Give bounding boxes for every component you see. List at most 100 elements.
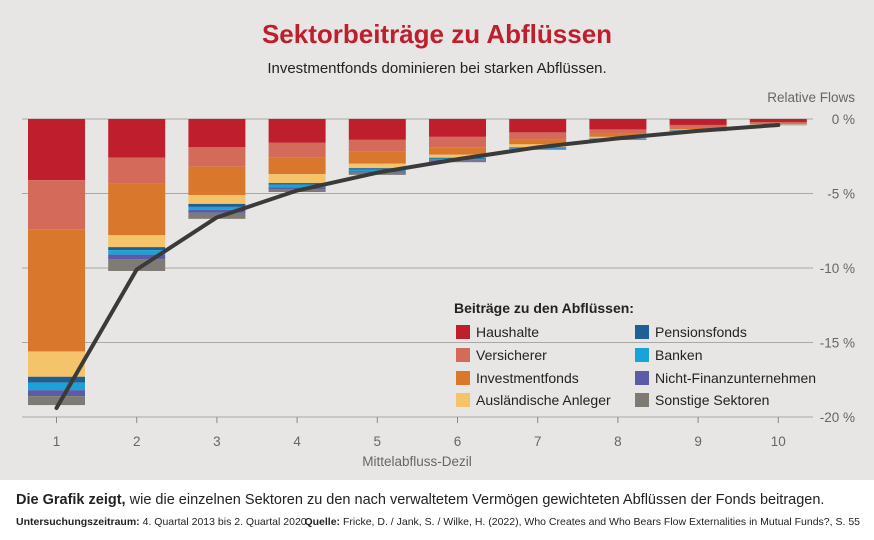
legend-entry: Sonstige Sektoren [655,392,769,408]
y-tick-labels: 0 % -5 % -10 % -15 % -20 % [820,112,855,425]
legend-swatch [635,371,649,385]
bar-segment [268,174,326,184]
legend: Beiträge zu den Abflüssen: Haushalte Pens… [454,300,816,408]
caption-lead: Die Grafik zeigt, [16,492,126,508]
x-tick-label: 5 [374,434,382,449]
bar-segment [28,390,85,397]
x-tick-label: 10 [771,434,786,449]
bar-segment [669,124,727,128]
bar-segment [188,203,246,207]
bar-segment [108,183,166,236]
bar-segment [348,119,406,140]
legend-title: Beiträge zu den Abflüssen: [454,300,634,316]
legend-entry: Ausländische Anleger [476,392,611,408]
bar-segment [28,382,85,391]
y-tick-label: 0 % [832,112,855,127]
y-tick-label: -15 % [820,336,855,351]
bar-segment [268,184,326,188]
bar-segment [429,119,486,137]
bar-segment [268,187,326,190]
chart-subtitle: Investmentfonds dominieren bei starken A… [267,60,606,77]
legend-swatch [635,325,649,339]
bar-segment [589,133,647,137]
legend-swatch [456,393,470,407]
total-flow-line [54,122,781,411]
legend-entry: Pensionsfonds [655,324,747,340]
legend-swatch [635,393,649,407]
x-tick-label: 2 [133,434,141,449]
x-tick-label: 6 [454,434,462,449]
bar-segment [268,142,326,158]
legend-entry: Investmentfonds [476,370,579,386]
bar-segment [429,147,486,155]
legend-swatch [456,371,470,385]
bar-segment [188,206,246,210]
x-tick-label: 3 [213,434,221,449]
y-axis-label: Relative Flows [767,90,855,105]
study-period: Untersuchungszeitraum: 4. Quartal 2013 b… [16,516,307,528]
legend-entry: Nicht-Finanzunternehmen [655,370,816,386]
x-tick-labels: 1 2 3 4 5 6 7 8 9 10 [53,417,786,449]
bar-segment [108,157,166,184]
bar-segment [509,119,567,133]
bar-segment [429,154,486,158]
x-tick-label: 7 [534,434,542,449]
caption: Die Grafik zeigt, wie die einzelnen Sekt… [16,492,824,508]
legend-entry: Banken [655,347,702,363]
caption-text: wie die einzelnen Sektoren zu den nach v… [125,492,825,508]
x-tick-label: 4 [293,434,301,449]
x-tick-label: 8 [614,434,622,449]
source: Quelle: Fricke, D. / Jank, S. / Wilke, H… [304,516,860,528]
bar-segment [108,259,166,271]
bar-segment [348,139,406,152]
study-period-label: Untersuchungszeitraum: [16,516,140,528]
bar-segment [268,157,326,175]
bar-segment [108,247,166,251]
bar-segment [268,183,326,185]
chart-title: Sektorbeiträge zu Abflüssen [262,19,612,49]
bar-segment [188,147,246,167]
legend-entry: Haushalte [476,324,539,340]
bar-segment [509,139,567,145]
source-value: Fricke, D. / Jank, S. / Wilke, H. (2022)… [340,516,860,528]
sector-flows-chart: Sektorbeiträge zu Abflüssen Investmentfo… [22,19,855,469]
bar-segment [108,254,166,260]
bar-segment [589,129,647,134]
y-tick-label: -20 % [820,410,855,425]
source-label: Quelle: [304,516,341,528]
bar-segment [28,376,85,383]
bar-segment [108,235,166,248]
bar-segment [589,119,647,130]
bar-segment [188,166,246,195]
bar-segment [749,121,807,124]
y-tick-label: -5 % [827,187,855,202]
bars [28,119,807,406]
x-axis-label: Mittelabfluss-Dezil [362,454,472,469]
bar-segment [429,160,486,163]
bar-segment [348,151,406,164]
legend-entry: Versicherer [476,347,547,363]
bar-segment [348,169,406,172]
bar-segment [28,119,85,181]
bar-segment [429,136,486,148]
bar-segment [28,180,85,230]
x-tick-label: 1 [53,434,61,449]
study-period-value: 4. Quartal 2013 bis 2. Quartal 2020 [139,516,307,528]
bar-segment [268,119,326,143]
x-tick-label: 9 [694,434,702,449]
bar-segment [749,119,807,122]
line-series [54,122,781,411]
legend-swatch [456,348,470,362]
bar-segment [188,119,246,148]
bar-segment [509,132,567,140]
bar-segment [509,149,567,150]
bar-segment [188,194,246,204]
bar-segment [188,209,246,213]
legend-swatch [635,348,649,362]
bar-segment [348,163,406,169]
bar-segment [108,119,166,158]
y-tick-label: -10 % [820,261,855,276]
legend-swatch [456,325,470,339]
bar-segment [28,229,85,352]
bar-segment [348,168,406,170]
